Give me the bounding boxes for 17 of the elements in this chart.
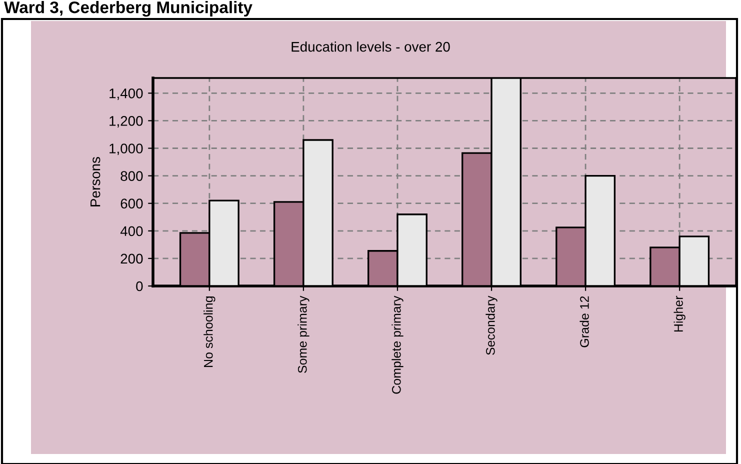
y-tick-label: 600 [120,198,143,209]
y-tick-label: 200 [120,254,143,264]
y-tick-label: 1,400 [110,88,143,100]
y-tick-label: 0 [136,281,143,292]
x-tick-label: Some primary [298,296,310,373]
y-axis-title: Persons [90,157,100,206]
x-tick-label: Complete primary [392,296,404,394]
y-tick-label: 1,200 [110,116,143,128]
x-tick-label: Higher [674,296,686,332]
y-tick-label: 1,000 [110,144,143,156]
x-tick-label: Grade 12 [580,296,589,348]
y-tick-label: 400 [120,226,143,236]
x-tick-label: Secondary [486,296,498,355]
chart-title: Education levels - over 20 [292,42,450,52]
chart-subtitle: Ward 3, Cederberg Municipality [4,1,252,17]
y-tick-label: 800 [120,171,143,181]
x-tick-label: No schooling [204,296,216,367]
